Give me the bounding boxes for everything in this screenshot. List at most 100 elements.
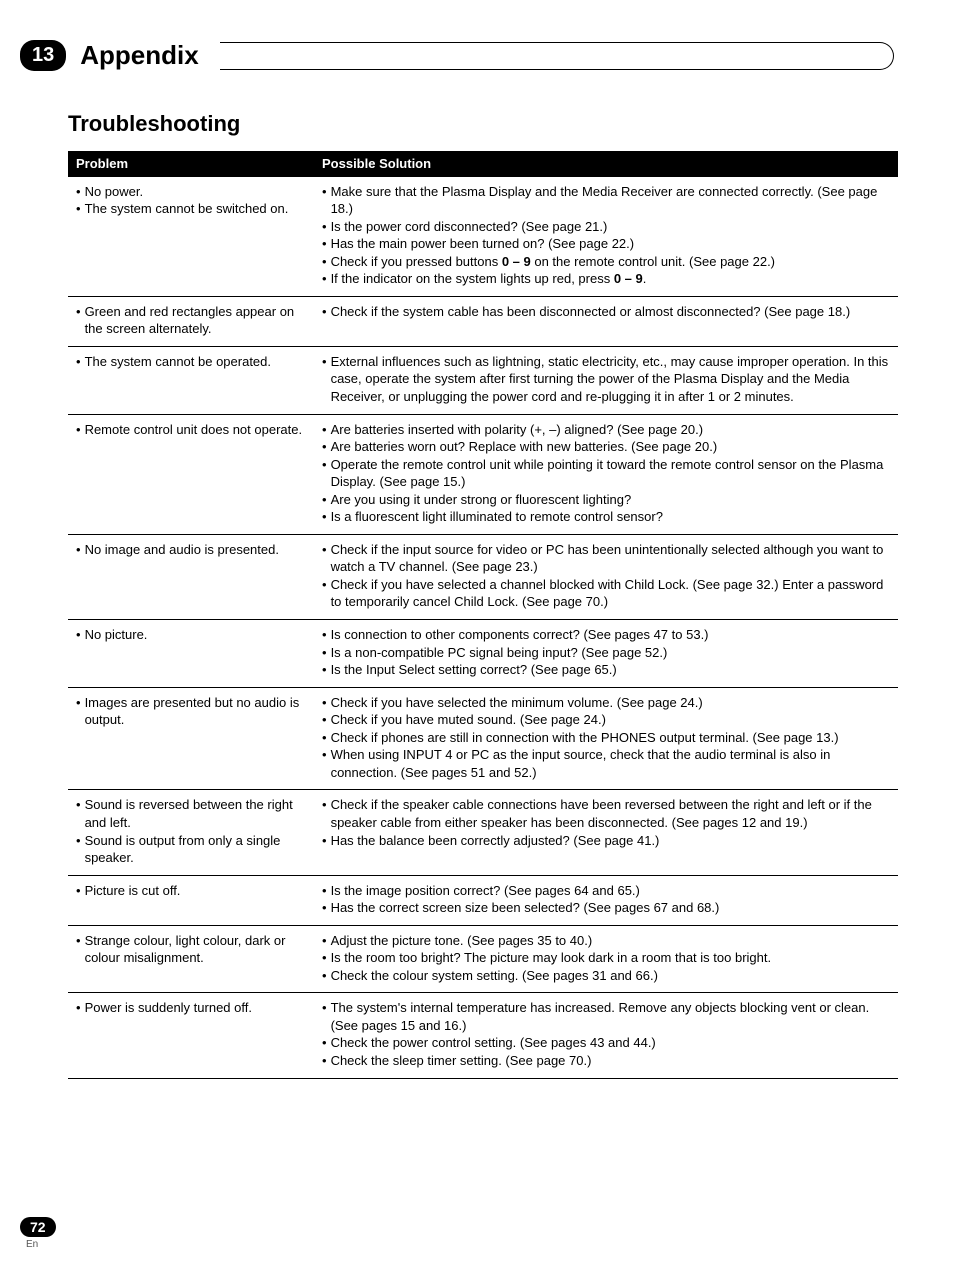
- solution-text: Check if the input source for video or P…: [331, 541, 890, 576]
- solution-text: Make sure that the Plasma Display and th…: [331, 183, 890, 218]
- solution-item: •Check if you have muted sound. (See pag…: [322, 711, 890, 729]
- solution-item: •When using INPUT 4 or PC as the input s…: [322, 746, 890, 781]
- solution-text: Are batteries inserted with polarity (+,…: [331, 421, 890, 439]
- solution-item: •Is a fluorescent light illuminated to r…: [322, 508, 890, 526]
- solution-cell: •Is the image position correct? (See pag…: [314, 875, 898, 925]
- solution-text: Check if the system cable has been disco…: [331, 303, 890, 321]
- problem-text: Images are presented but no audio is out…: [85, 694, 306, 729]
- bullet-icon: •: [322, 303, 327, 321]
- solution-item: •Check the colour system setting. (See p…: [322, 967, 890, 985]
- solution-text: Is a non-compatible PC signal being inpu…: [331, 644, 890, 662]
- solution-text: Operate the remote control unit while po…: [331, 456, 890, 491]
- table-row: •Remote control unit does not operate.•A…: [68, 414, 898, 534]
- solution-item: •Check the sleep timer setting. (See pag…: [322, 1052, 890, 1070]
- bullet-icon: •: [76, 421, 81, 439]
- problem-text: Sound is output from only a single speak…: [85, 832, 306, 867]
- solution-item: •Is connection to other components corre…: [322, 626, 890, 644]
- problem-text: Green and red rectangles appear on the s…: [85, 303, 306, 338]
- bullet-icon: •: [322, 1052, 327, 1070]
- bullet-icon: •: [322, 253, 327, 271]
- problem-text: The system cannot be switched on.: [85, 200, 306, 218]
- bullet-icon: •: [76, 694, 81, 712]
- solution-text: Are batteries worn out? Replace with new…: [331, 438, 890, 456]
- solution-text: Adjust the picture tone. (See pages 35 t…: [331, 932, 890, 950]
- solution-item: •Is a non-compatible PC signal being inp…: [322, 644, 890, 662]
- problem-text: Picture is cut off.: [85, 882, 306, 900]
- solution-item: •Is the power cord disconnected? (See pa…: [322, 218, 890, 236]
- problem-text: No image and audio is presented.: [85, 541, 306, 559]
- problem-text: No power.: [85, 183, 306, 201]
- bullet-icon: •: [322, 421, 327, 439]
- problem-item: •Images are presented but no audio is ou…: [76, 694, 306, 729]
- solution-text: Has the balance been correctly adjusted?…: [331, 832, 890, 850]
- problem-item: •No power.: [76, 183, 306, 201]
- bullet-icon: •: [322, 932, 327, 950]
- solution-item: •Has the balance been correctly adjusted…: [322, 832, 890, 850]
- bullet-icon: •: [322, 899, 327, 917]
- bullet-icon: •: [322, 711, 327, 729]
- solution-cell: •Check if you have selected the minimum …: [314, 687, 898, 790]
- problem-cell: •Power is suddenly turned off.: [68, 993, 314, 1078]
- table-row: •The system cannot be operated.•External…: [68, 346, 898, 414]
- solution-text: Check the colour system setting. (See pa…: [331, 967, 890, 985]
- chapter-title: Appendix: [80, 40, 198, 71]
- table-row: •Picture is cut off.•Is the image positi…: [68, 875, 898, 925]
- table-row: •Strange colour, light colour, dark or c…: [68, 925, 898, 993]
- solution-item: •Check if phones are still in connection…: [322, 729, 890, 747]
- bullet-icon: •: [322, 353, 327, 371]
- problem-item: •Sound is reversed between the right and…: [76, 796, 306, 831]
- solution-text: The system's internal temperature has in…: [331, 999, 890, 1034]
- problem-cell: •Remote control unit does not operate.: [68, 414, 314, 534]
- solution-text: Check if the speaker cable connections h…: [331, 796, 890, 831]
- solution-item: •Has the correct screen size been select…: [322, 899, 890, 917]
- problem-item: •Sound is output from only a single spea…: [76, 832, 306, 867]
- solution-item: •Has the main power been turned on? (See…: [322, 235, 890, 253]
- solution-text: Check the power control setting. (See pa…: [331, 1034, 890, 1052]
- solution-cell: •Check if the input source for video or …: [314, 534, 898, 619]
- solution-text: Is connection to other components correc…: [331, 626, 890, 644]
- bullet-icon: •: [322, 183, 327, 201]
- solution-cell: •Make sure that the Plasma Display and t…: [314, 177, 898, 297]
- solution-item: •Check the power control setting. (See p…: [322, 1034, 890, 1052]
- bullet-icon: •: [76, 882, 81, 900]
- solution-cell: •Is connection to other components corre…: [314, 620, 898, 688]
- problem-cell: •Picture is cut off.: [68, 875, 314, 925]
- table-body: •No power.•The system cannot be switched…: [68, 177, 898, 1078]
- bullet-icon: •: [322, 218, 327, 236]
- solution-text: Is the power cord disconnected? (See pag…: [331, 218, 890, 236]
- problem-item: •Green and red rectangles appear on the …: [76, 303, 306, 338]
- problem-item: •Strange colour, light colour, dark or c…: [76, 932, 306, 967]
- bullet-icon: •: [322, 796, 327, 814]
- problem-item: •Picture is cut off.: [76, 882, 306, 900]
- bullet-icon: •: [322, 949, 327, 967]
- problem-item: •Remote control unit does not operate.: [76, 421, 306, 439]
- solution-text: Is the image position correct? (See page…: [331, 882, 890, 900]
- bullet-icon: •: [322, 644, 327, 662]
- solution-item: •Adjust the picture tone. (See pages 35 …: [322, 932, 890, 950]
- problem-text: Remote control unit does not operate.: [85, 421, 306, 439]
- bullet-icon: •: [76, 183, 81, 201]
- chapter-header: 13 Appendix: [20, 40, 894, 71]
- bullet-icon: •: [76, 626, 81, 644]
- bullet-icon: •: [322, 746, 327, 764]
- problem-item: •No picture.: [76, 626, 306, 644]
- solution-item: •The system's internal temperature has i…: [322, 999, 890, 1034]
- solution-text: Is the Input Select setting correct? (Se…: [331, 661, 890, 679]
- solution-item: •Is the image position correct? (See pag…: [322, 882, 890, 900]
- solution-item: •External influences such as lightning, …: [322, 353, 890, 406]
- solution-text: When using INPUT 4 or PC as the input so…: [331, 746, 890, 781]
- solution-text: If the indicator on the system lights up…: [331, 270, 890, 288]
- bullet-icon: •: [322, 270, 327, 288]
- solution-item: •Check if you have selected a channel bl…: [322, 576, 890, 611]
- bullet-icon: •: [76, 541, 81, 559]
- bullet-icon: •: [76, 999, 81, 1017]
- problem-cell: •Green and red rectangles appear on the …: [68, 296, 314, 346]
- bullet-icon: •: [322, 882, 327, 900]
- bullet-icon: •: [322, 832, 327, 850]
- solution-item: •Check if the system cable has been disc…: [322, 303, 890, 321]
- table-row: •No image and audio is presented. •Check …: [68, 534, 898, 619]
- page-footer: 72 En: [20, 1217, 56, 1250]
- table-row: •Images are presented but no audio is ou…: [68, 687, 898, 790]
- section-title: Troubleshooting: [68, 111, 894, 137]
- solution-text: Are you using it under strong or fluores…: [331, 491, 890, 509]
